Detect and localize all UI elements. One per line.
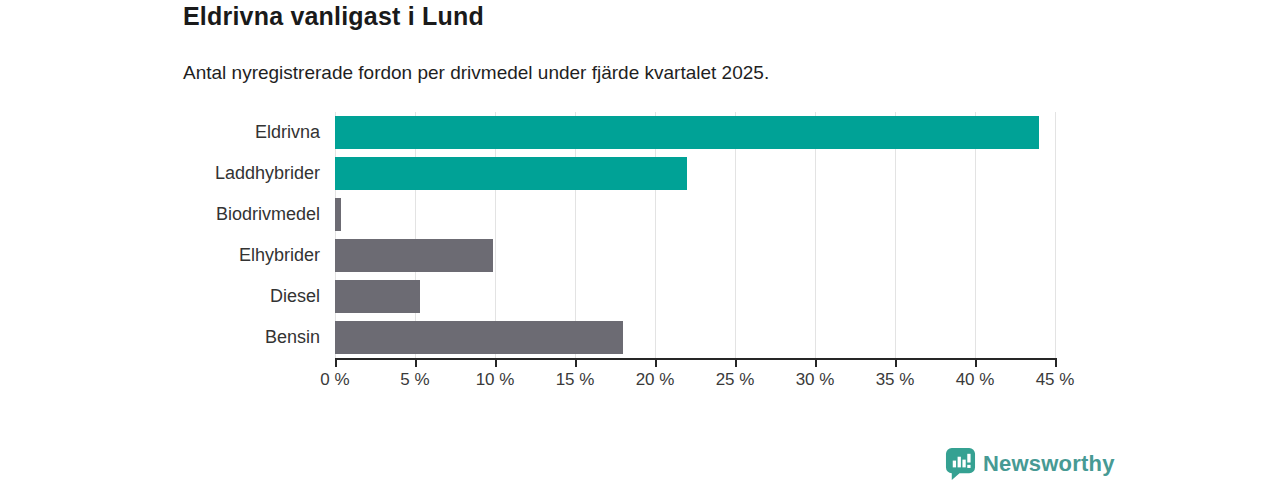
newsworthy-logo-text: Newsworthy <box>983 451 1115 477</box>
x-tick-mark-45 <box>1055 360 1057 367</box>
x-tick-mark-15 <box>575 360 577 367</box>
x-tick-mark-20 <box>655 360 657 367</box>
bar-eldrivna <box>335 116 1039 149</box>
newsworthy-logo: Newsworthy <box>945 447 1115 480</box>
x-tick-mark-5 <box>415 360 417 367</box>
x-tick-mark-25 <box>735 360 737 367</box>
x-tick-label-40: 40 % <box>935 370 1015 390</box>
newsworthy-logo-icon <box>945 447 976 480</box>
x-tick-label-20: 20 % <box>615 370 695 390</box>
x-tick-label-45: 45 % <box>1015 370 1095 390</box>
gridline-45 <box>1055 112 1056 358</box>
category-label-bensin: Bensin <box>0 317 320 358</box>
x-tick-mark-30 <box>815 360 817 367</box>
bar-laddhybrider <box>335 157 687 190</box>
category-label-elhybrider: Elhybrider <box>0 235 320 276</box>
x-tick-mark-35 <box>895 360 897 367</box>
x-tick-label-10: 10 % <box>455 370 535 390</box>
x-tick-label-5: 5 % <box>375 370 455 390</box>
chart-title: Eldrivna vanligast i Lund <box>183 2 484 31</box>
x-tick-mark-10 <box>495 360 497 367</box>
bar-bensin <box>335 321 623 354</box>
bar-chart-plot <box>335 112 1055 358</box>
category-label-biodrivmedel: Biodrivmedel <box>0 194 320 235</box>
x-tick-label-15: 15 % <box>535 370 615 390</box>
x-tick-label-0: 0 % <box>295 370 375 390</box>
x-tick-label-25: 25 % <box>695 370 775 390</box>
category-label-laddhybrider: Laddhybrider <box>0 153 320 194</box>
category-label-diesel: Diesel <box>0 276 320 317</box>
x-tick-mark-40 <box>975 360 977 367</box>
x-tick-label-30: 30 % <box>775 370 855 390</box>
chart-page: Eldrivna vanligast i Lund Antal nyregist… <box>0 0 1280 480</box>
bar-elhybrider <box>335 239 493 272</box>
chart-subtitle: Antal nyregistrerade fordon per drivmede… <box>183 62 769 84</box>
x-tick-mark-0 <box>335 360 337 367</box>
x-axis-line <box>335 358 1057 360</box>
category-label-eldrivna: Eldrivna <box>0 112 320 153</box>
bar-biodrivmedel <box>335 198 341 231</box>
x-tick-label-35: 35 % <box>855 370 935 390</box>
bar-diesel <box>335 280 420 313</box>
